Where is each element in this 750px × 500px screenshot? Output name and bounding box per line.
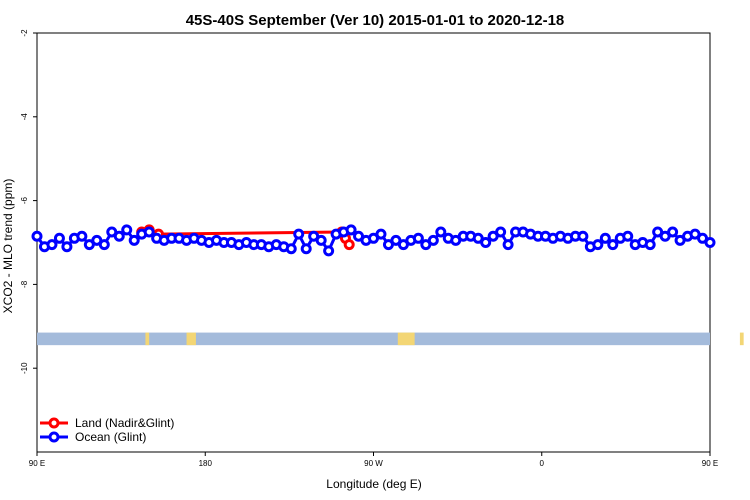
- ocean-band: [37, 332, 710, 346]
- x-tick-label: 90 E: [702, 459, 718, 468]
- data-point-ocean: [435, 226, 447, 238]
- data-point-ocean: [31, 230, 43, 242]
- land-segment: [739, 332, 744, 346]
- data-point-ocean: [345, 224, 357, 236]
- y-tick-label: -8: [20, 280, 29, 288]
- data-point-ocean: [121, 224, 133, 236]
- x-tick-label: 90 E: [29, 459, 45, 468]
- x-axis: 90 E 180 90 W 0 90 E: [29, 452, 718, 468]
- data-point-ocean: [98, 239, 110, 251]
- land-segment: [397, 332, 415, 346]
- data-point-ocean: [412, 232, 424, 244]
- series-layer: [31, 224, 716, 257]
- data-point-ocean: [622, 230, 634, 242]
- y-axis-label: XCO2 - MLO trend (ppm): [1, 179, 15, 314]
- legend: Land (Nadir&Glint) Ocean (Glint): [40, 416, 174, 444]
- chart-title: 45S-40S September (Ver 10) 2015-01-01 to…: [186, 12, 565, 29]
- land-segment: [145, 332, 150, 346]
- data-point-ocean: [644, 239, 656, 251]
- data-point-ocean: [315, 234, 327, 246]
- data-point-ocean: [667, 226, 679, 238]
- data-point-ocean: [61, 241, 73, 253]
- data-point-ocean: [285, 243, 297, 255]
- data-point-ocean: [480, 237, 492, 248]
- data-point-ocean: [577, 230, 589, 242]
- data-point-ocean: [293, 228, 305, 240]
- legend-ocean-label: Ocean (Glint): [75, 430, 146, 444]
- data-point-ocean: [375, 228, 387, 240]
- x-tick-label: 180: [199, 459, 213, 468]
- legend-ocean-marker: [48, 431, 60, 443]
- data-point-ocean: [592, 239, 604, 251]
- land-ocean-band: [37, 332, 744, 346]
- data-point-ocean: [495, 226, 507, 238]
- data-point-ocean: [607, 239, 619, 251]
- data-point-ocean: [143, 226, 155, 238]
- data-point-land: [343, 239, 355, 251]
- land-segment: [186, 332, 196, 346]
- x-tick-label: 0: [540, 459, 545, 468]
- y-tick-label: -10: [20, 362, 29, 374]
- data-point-ocean: [128, 234, 140, 246]
- legend-land-marker: [48, 417, 60, 429]
- data-point-ocean: [113, 230, 125, 242]
- x-tick-label: 90 W: [364, 459, 383, 468]
- data-point-ocean: [53, 232, 65, 244]
- legend-land-label: Land (Nadir&Glint): [75, 416, 174, 430]
- data-point-ocean: [502, 239, 514, 251]
- data-point-ocean: [427, 234, 439, 246]
- data-point-ocean: [599, 232, 611, 244]
- data-point-ocean: [76, 230, 88, 242]
- data-point-ocean: [323, 245, 335, 257]
- x-axis-label: Longitude (deg E): [326, 477, 421, 491]
- y-tick-label: -6: [20, 196, 29, 204]
- data-point-ocean: [704, 237, 716, 248]
- y-axis: -2 -4 -6 -8 -10: [20, 29, 37, 374]
- data-point-ocean: [300, 243, 312, 255]
- y-tick-label: -4: [20, 113, 29, 121]
- data-point-ocean: [46, 239, 58, 251]
- y-tick-label: -2: [20, 29, 29, 37]
